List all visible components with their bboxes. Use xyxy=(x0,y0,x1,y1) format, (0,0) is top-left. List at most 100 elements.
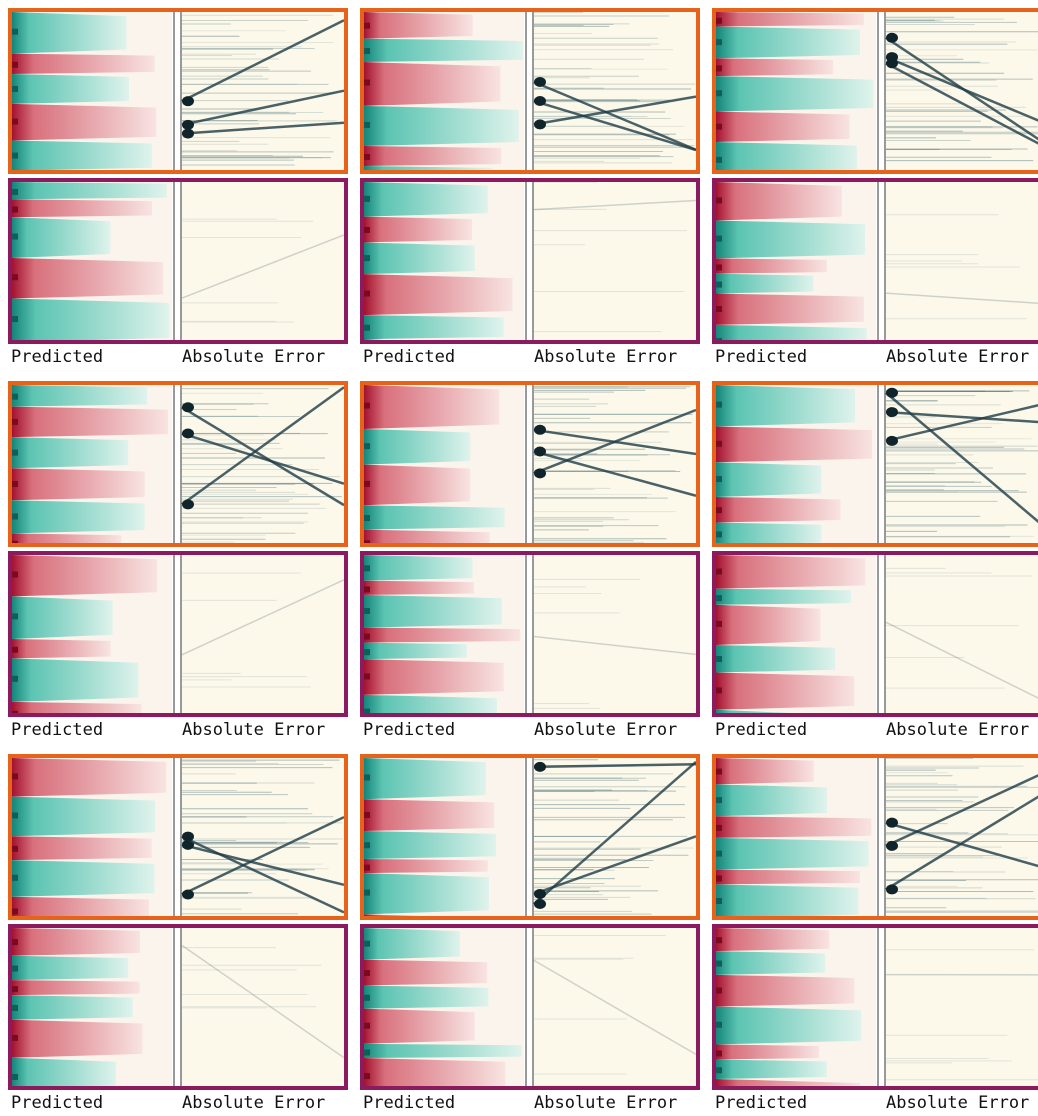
predicted-band xyxy=(716,1006,862,1045)
predicted-band xyxy=(716,869,860,885)
error-blob xyxy=(534,424,546,435)
panel: Predicted Absolute Error xyxy=(360,381,700,740)
predicted-band xyxy=(364,274,513,316)
edge-mark xyxy=(716,401,722,408)
edge-mark xyxy=(364,1022,370,1029)
predicted-image xyxy=(716,182,876,340)
error-image xyxy=(886,758,1038,916)
error-blob xyxy=(886,58,898,69)
predicted-band xyxy=(12,500,145,534)
error-line xyxy=(533,959,697,1056)
predicted-band xyxy=(716,293,864,325)
predicted-band xyxy=(12,73,130,104)
edge-mark xyxy=(364,673,370,680)
edge-mark xyxy=(716,337,722,340)
error-label: Absolute Error xyxy=(534,720,677,740)
error-label: Absolute Error xyxy=(534,1093,677,1113)
error-line xyxy=(181,406,345,507)
error-blob xyxy=(182,499,194,510)
error-blob xyxy=(534,468,546,479)
error-image xyxy=(886,182,1038,340)
predicted-label: Predicted xyxy=(363,347,455,367)
predicted-band xyxy=(716,884,859,916)
edge-mark xyxy=(12,675,18,682)
edge-mark xyxy=(12,513,18,520)
predicted-band xyxy=(12,406,169,438)
predicted-image xyxy=(364,758,524,916)
edge-mark xyxy=(716,65,722,72)
predicted-band xyxy=(12,140,152,170)
edge-mark xyxy=(716,281,722,288)
predicted-band xyxy=(12,796,156,837)
edge-mark xyxy=(364,633,370,640)
edge-mark xyxy=(12,274,18,281)
predicted-band xyxy=(12,836,152,861)
panel: Predicted Absolute Error xyxy=(360,754,700,1113)
edge-mark xyxy=(12,449,18,456)
predicted-band xyxy=(716,324,867,340)
predicted-band xyxy=(716,522,822,543)
predicted-image xyxy=(716,385,876,543)
predicted-image xyxy=(12,385,172,543)
edge-mark xyxy=(12,965,18,972)
predicted-band xyxy=(364,758,486,800)
error-line xyxy=(181,234,345,299)
edge-mark xyxy=(12,316,18,323)
error-line xyxy=(885,62,1038,145)
predicted-band xyxy=(364,105,519,147)
predicted-band xyxy=(364,464,471,506)
error-blob xyxy=(534,119,546,130)
predicted-band xyxy=(364,914,423,916)
predicted-band xyxy=(12,298,170,340)
edge-mark xyxy=(364,889,370,896)
predicted-band xyxy=(364,873,489,915)
predicted-band xyxy=(364,216,473,243)
panel: Predicted Absolute Error xyxy=(712,381,1038,740)
edge-mark xyxy=(716,850,722,857)
edge-mark xyxy=(716,875,722,882)
edge-mark xyxy=(716,440,722,447)
frame xyxy=(8,551,348,717)
predicted-band xyxy=(12,103,157,141)
predicted-image xyxy=(12,182,172,340)
edge-mark xyxy=(364,586,370,593)
error-image xyxy=(182,385,344,543)
edge-mark xyxy=(716,1050,722,1057)
error-line xyxy=(885,391,1038,524)
predicted-band xyxy=(716,784,827,817)
error-blob xyxy=(534,761,546,772)
edge-mark xyxy=(364,48,370,55)
predicted-image xyxy=(12,928,172,1086)
predicted-band xyxy=(716,837,869,870)
predicted-band xyxy=(716,604,821,646)
error-line xyxy=(885,292,1038,305)
predicted-band xyxy=(12,533,122,543)
error-image xyxy=(534,555,696,713)
predicted-band xyxy=(364,62,501,106)
frame xyxy=(360,8,700,174)
error-blob xyxy=(182,428,194,439)
edge-mark xyxy=(716,1067,722,1074)
predicted-band xyxy=(12,596,113,639)
edge-mark xyxy=(716,687,722,694)
panel: Predicted Absolute Error xyxy=(8,754,348,1113)
error-blob xyxy=(182,889,194,900)
frame xyxy=(8,754,348,920)
error-blob xyxy=(182,96,194,107)
edge-mark xyxy=(716,960,722,967)
predicted-band xyxy=(364,555,473,581)
error-image xyxy=(182,12,344,170)
predicted-band xyxy=(12,385,148,407)
predicted-band xyxy=(12,1019,143,1058)
edge-mark xyxy=(716,306,722,313)
error-line xyxy=(181,89,345,127)
predicted-band xyxy=(12,182,167,200)
predicted-band xyxy=(716,220,866,259)
edge-mark xyxy=(364,1073,370,1080)
frame xyxy=(360,178,700,344)
error-blob xyxy=(534,76,546,87)
edge-mark xyxy=(716,797,722,804)
edge-mark xyxy=(12,986,18,993)
edge-mark xyxy=(12,188,18,195)
error-blob xyxy=(534,899,546,910)
